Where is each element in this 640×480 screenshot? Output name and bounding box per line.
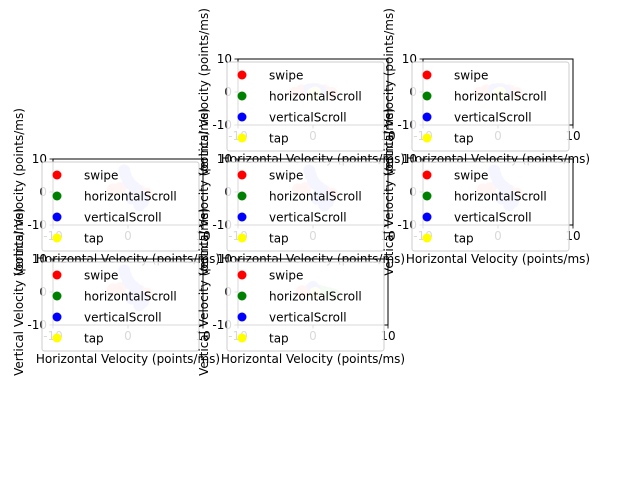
legend-box <box>226 261 385 352</box>
legend-box <box>226 161 385 252</box>
legend-marker-tap <box>422 233 432 243</box>
y-axis-label: Vertical Velocity (points/ms) <box>12 208 26 376</box>
legend-label-horizontalScroll: horizontalScroll <box>454 190 547 204</box>
y-axis-label: Vertical Velocity (points/ms) <box>12 108 26 276</box>
legend-marker-verticalScroll <box>237 312 247 322</box>
legend: swipe horizontalScroll verticalScroll tap <box>41 161 200 252</box>
legend-marker-verticalScroll <box>52 212 62 222</box>
legend-marker-tap <box>422 133 432 143</box>
y-axis-label: Vertical Velocity (points/ms) <box>382 8 396 176</box>
legend-marker-verticalScroll <box>422 212 432 222</box>
legend-marker-swipe <box>237 170 247 180</box>
y-axis-label: Vertical Velocity (points/ms) <box>382 108 396 276</box>
legend-marker-swipe <box>237 270 247 280</box>
legend-marker-verticalScroll <box>422 112 432 122</box>
y-axis-label: Vertical Velocity (points/ms) <box>197 108 211 276</box>
x-axis-label: Horizontal Velocity (points/ms) <box>221 352 405 366</box>
legend-marker-swipe <box>237 70 247 80</box>
legend-marker-swipe <box>422 170 432 180</box>
legend-box <box>41 161 200 252</box>
legend-label-swipe: swipe <box>84 269 118 283</box>
legend-label-swipe: swipe <box>269 169 303 183</box>
legend-marker-swipe <box>52 170 62 180</box>
x-axis-label: Horizontal Velocity (points/ms) <box>36 352 220 366</box>
legend-label-tap: tap <box>269 132 289 146</box>
legend-marker-tap <box>52 333 62 343</box>
legend-marker-horizontalScroll <box>52 191 62 201</box>
legend-label-horizontalScroll: horizontalScroll <box>269 290 362 304</box>
legend-label-swipe: swipe <box>454 69 488 83</box>
legend-label-tap: tap <box>269 332 289 346</box>
legend: swipe horizontalScroll verticalScroll tap <box>226 161 385 252</box>
x-axis-label: Horizontal Velocity (points/ms) <box>406 252 590 266</box>
legend-label-horizontalScroll: horizontalScroll <box>84 290 177 304</box>
legend-label-verticalScroll: verticalScroll <box>84 311 162 325</box>
legend-box <box>411 161 570 252</box>
legend-label-horizontalScroll: horizontalScroll <box>84 190 177 204</box>
legend: swipe horizontalScroll verticalScroll tap <box>411 61 570 152</box>
legend-box <box>226 61 385 152</box>
legend-label-tap: tap <box>454 232 474 246</box>
legend-label-horizontalScroll: horizontalScroll <box>454 90 547 104</box>
legend-label-verticalScroll: verticalScroll <box>269 211 347 225</box>
legend-marker-horizontalScroll <box>422 191 432 201</box>
legend-label-verticalScroll: verticalScroll <box>454 211 532 225</box>
legend-marker-tap <box>237 133 247 143</box>
legend-marker-horizontalScroll <box>237 191 247 201</box>
legend: swipe horizontalScroll verticalScroll tap <box>226 261 385 352</box>
legend-label-swipe: swipe <box>269 69 303 83</box>
legend-marker-verticalScroll <box>237 212 247 222</box>
legend-marker-tap <box>237 333 247 343</box>
legend-marker-tap <box>52 233 62 243</box>
legend: swipe horizontalScroll verticalScroll tap <box>226 61 385 152</box>
legend-label-swipe: swipe <box>84 169 118 183</box>
legend-marker-swipe <box>422 70 432 80</box>
legend-label-tap: tap <box>269 232 289 246</box>
legend-marker-horizontalScroll <box>237 91 247 101</box>
legend-label-horizontalScroll: horizontalScroll <box>269 90 362 104</box>
legend: swipe horizontalScroll verticalScroll tap <box>41 261 200 352</box>
legend-marker-swipe <box>52 270 62 280</box>
legend-box <box>41 261 200 352</box>
y-axis-label: Vertical Velocity (points/ms) <box>197 8 211 176</box>
legend: swipe horizontalScroll verticalScroll tap <box>411 161 570 252</box>
legend-label-tap: tap <box>454 132 474 146</box>
legend-label-verticalScroll: verticalScroll <box>454 111 532 125</box>
legend-marker-tap <box>237 233 247 243</box>
y-axis-label: Vertical Velocity (points/ms) <box>197 208 211 376</box>
legend-marker-horizontalScroll <box>422 91 432 101</box>
legend-marker-verticalScroll <box>237 112 247 122</box>
legend-marker-horizontalScroll <box>52 291 62 301</box>
legend-label-tap: tap <box>84 232 104 246</box>
legend-label-verticalScroll: verticalScroll <box>269 111 347 125</box>
legend-marker-verticalScroll <box>52 312 62 322</box>
legend-label-tap: tap <box>84 332 104 346</box>
legend-box <box>411 61 570 152</box>
legend-marker-horizontalScroll <box>237 291 247 301</box>
legend-label-verticalScroll: verticalScroll <box>269 311 347 325</box>
legend-label-verticalScroll: verticalScroll <box>84 211 162 225</box>
legend-label-swipe: swipe <box>454 169 488 183</box>
legend-label-swipe: swipe <box>269 269 303 283</box>
legend-label-horizontalScroll: horizontalScroll <box>269 190 362 204</box>
